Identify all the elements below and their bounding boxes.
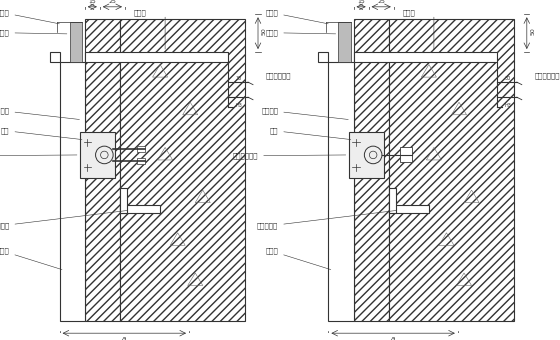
Bar xyxy=(69,22,82,62)
Text: 密封胶: 密封胶 xyxy=(265,9,328,24)
Text: H3: H3 xyxy=(504,103,511,108)
Text: 螺栓: 螺栓 xyxy=(1,128,82,139)
Bar xyxy=(80,132,115,177)
Text: 射钉或水泥钉: 射钉或水泥钉 xyxy=(534,72,560,79)
Text: 厚胶螺栓: 厚胶螺栓 xyxy=(0,107,80,119)
Bar xyxy=(50,52,60,62)
Bar xyxy=(348,132,384,177)
Text: 15: 15 xyxy=(88,0,96,4)
Bar xyxy=(120,205,160,213)
Text: 大理石: 大理石 xyxy=(265,248,331,270)
Text: 镀件板: 镀件板 xyxy=(403,9,415,16)
Text: 泡棉条: 泡棉条 xyxy=(0,30,67,36)
Bar xyxy=(353,52,497,62)
Text: 50: 50 xyxy=(530,28,535,35)
Text: 不锈钢连接件: 不锈钢连接件 xyxy=(0,152,77,159)
Text: 30: 30 xyxy=(235,75,242,81)
Text: 30: 30 xyxy=(504,75,511,81)
Text: 镀锌板支托: 镀锌板支托 xyxy=(257,210,396,230)
Text: 不锈钢连接件: 不锈钢连接件 xyxy=(232,152,346,159)
Bar xyxy=(329,62,353,321)
Bar xyxy=(389,19,514,321)
Bar xyxy=(120,19,245,321)
Text: 50: 50 xyxy=(262,28,267,35)
Text: 厚胶螺栓: 厚胶螺栓 xyxy=(261,107,348,119)
Text: H3: H3 xyxy=(235,103,242,108)
Bar xyxy=(338,22,351,62)
Text: 螺栓: 螺栓 xyxy=(270,128,351,139)
Bar xyxy=(353,19,389,321)
Text: a: a xyxy=(122,336,127,340)
Text: 15: 15 xyxy=(357,0,365,4)
Bar xyxy=(85,19,120,321)
Text: 镀件板: 镀件板 xyxy=(134,9,146,16)
Bar xyxy=(389,205,429,213)
Bar xyxy=(319,52,329,62)
Text: 射钉或水泥钉: 射钉或水泥钉 xyxy=(265,72,291,79)
Text: 镀锌板支托: 镀锌板支托 xyxy=(0,210,127,230)
Bar xyxy=(389,188,396,213)
Text: 大理石: 大理石 xyxy=(0,248,62,270)
Bar xyxy=(85,52,228,62)
Text: 密封胶: 密封胶 xyxy=(0,9,59,24)
Text: a: a xyxy=(391,336,395,340)
Bar xyxy=(399,148,412,163)
Bar xyxy=(120,188,128,213)
Bar xyxy=(137,146,144,152)
Text: 泡棉条: 泡棉条 xyxy=(265,30,336,36)
Text: 25: 25 xyxy=(109,0,116,4)
Bar xyxy=(137,158,144,164)
Text: 25: 25 xyxy=(377,0,385,4)
Bar xyxy=(60,62,85,321)
